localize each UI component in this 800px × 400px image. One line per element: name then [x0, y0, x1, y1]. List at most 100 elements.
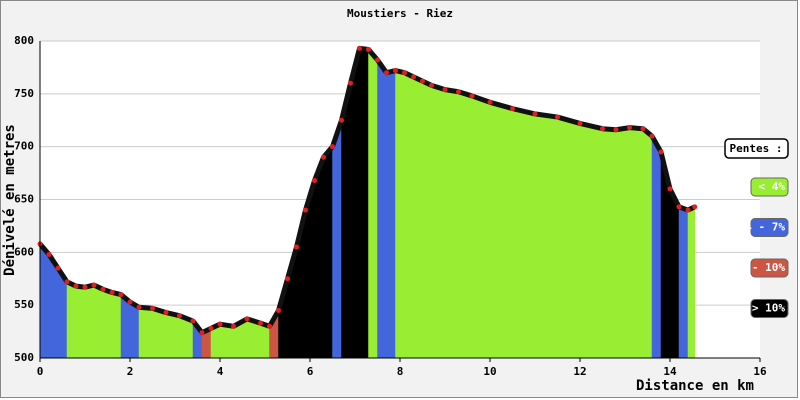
x-axis-label: Distance en km — [636, 378, 754, 394]
point — [163, 310, 169, 316]
point — [258, 320, 263, 326]
point — [640, 126, 646, 132]
point — [429, 82, 434, 88]
point — [658, 149, 664, 155]
point — [199, 330, 205, 336]
slope-stripe — [39, 243, 50, 359]
point — [136, 304, 142, 310]
slope-stripe — [152, 307, 167, 359]
slope-stripe — [120, 294, 131, 359]
legend-swatch — [750, 177, 789, 197]
legend-label: < 4% — [759, 180, 786, 193]
slope-stripe — [84, 284, 95, 359]
slope-stripe — [219, 323, 234, 359]
slope-stripe — [93, 284, 104, 359]
slope-stripe — [102, 288, 113, 359]
slope-stripe — [615, 127, 630, 359]
point — [150, 305, 155, 311]
slope-stripe — [129, 301, 140, 359]
slope-stripe — [489, 101, 513, 359]
point — [613, 127, 619, 133]
point — [667, 186, 673, 192]
slope-stripe — [579, 123, 603, 359]
point — [393, 68, 398, 74]
point — [312, 177, 317, 183]
slope-stripe — [471, 95, 491, 359]
x-tick-label: 16 — [753, 365, 767, 378]
slope-stripe — [651, 135, 662, 359]
point — [510, 106, 515, 112]
slope-stripe — [395, 70, 405, 359]
point — [649, 133, 655, 139]
y-tick-label: 700 — [14, 140, 34, 153]
x-tick-label: 12 — [573, 365, 586, 378]
point — [100, 286, 106, 292]
slope-stripe — [368, 48, 378, 359]
slope-stripe — [332, 120, 342, 359]
slope-stripe — [66, 281, 77, 359]
slope-stripe — [165, 312, 180, 359]
point — [366, 46, 371, 52]
point — [118, 292, 124, 298]
point — [82, 284, 88, 290]
point — [676, 204, 682, 210]
x-tick-label: 8 — [397, 365, 404, 378]
slope-stripe — [341, 83, 351, 359]
point — [294, 244, 299, 250]
point — [55, 265, 61, 271]
point — [685, 207, 691, 213]
x-tick-label: 4 — [217, 365, 224, 378]
slope-stripe — [669, 188, 680, 359]
slope-stripe — [678, 206, 689, 359]
y-tick-label: 550 — [14, 298, 34, 311]
point — [627, 125, 632, 131]
slope-stripe — [458, 91, 473, 359]
x-tick-label: 10 — [483, 365, 496, 378]
point — [190, 318, 196, 324]
slope-stripe — [444, 89, 459, 359]
point — [208, 325, 214, 331]
x-tick-label: 6 — [307, 365, 314, 378]
slope-stripe — [404, 72, 414, 359]
legend-label: > 10% — [752, 302, 785, 315]
slope-stripe — [386, 70, 396, 359]
y-axis-label: Dénivelé en metres — [2, 124, 18, 276]
point — [420, 78, 425, 84]
point — [91, 282, 97, 288]
point — [555, 114, 560, 120]
point — [73, 283, 79, 289]
point — [276, 307, 281, 313]
slope-stripe — [602, 128, 617, 359]
legend-label: 4 - 7% — [745, 221, 785, 234]
point — [375, 57, 380, 63]
slope-stripe — [413, 76, 423, 359]
point — [217, 321, 223, 327]
slope-stripe — [422, 80, 432, 359]
point — [285, 276, 290, 282]
x-tick-label: 0 — [37, 365, 44, 378]
point — [357, 45, 362, 51]
slope-stripe — [377, 59, 387, 359]
legend-title: Pentes : — [730, 142, 783, 155]
point — [109, 289, 115, 295]
point — [442, 87, 448, 93]
point — [402, 70, 407, 76]
legend-swatch — [750, 258, 789, 278]
point — [348, 80, 353, 86]
point — [46, 251, 52, 257]
point — [303, 207, 308, 213]
point — [487, 99, 493, 105]
slope-stripe — [642, 128, 653, 359]
x-tick-label: 14 — [663, 365, 677, 378]
point — [127, 299, 133, 305]
y-tick-label: 800 — [14, 34, 34, 47]
legend-title-box — [724, 138, 789, 159]
slope-stripe — [138, 307, 153, 359]
legend-label: 7 - 10% — [739, 261, 786, 274]
point — [330, 144, 335, 150]
y-tick-label: 500 — [14, 351, 34, 364]
slope-stripe — [512, 108, 536, 359]
point — [177, 313, 182, 319]
slope-stripe — [75, 285, 86, 359]
